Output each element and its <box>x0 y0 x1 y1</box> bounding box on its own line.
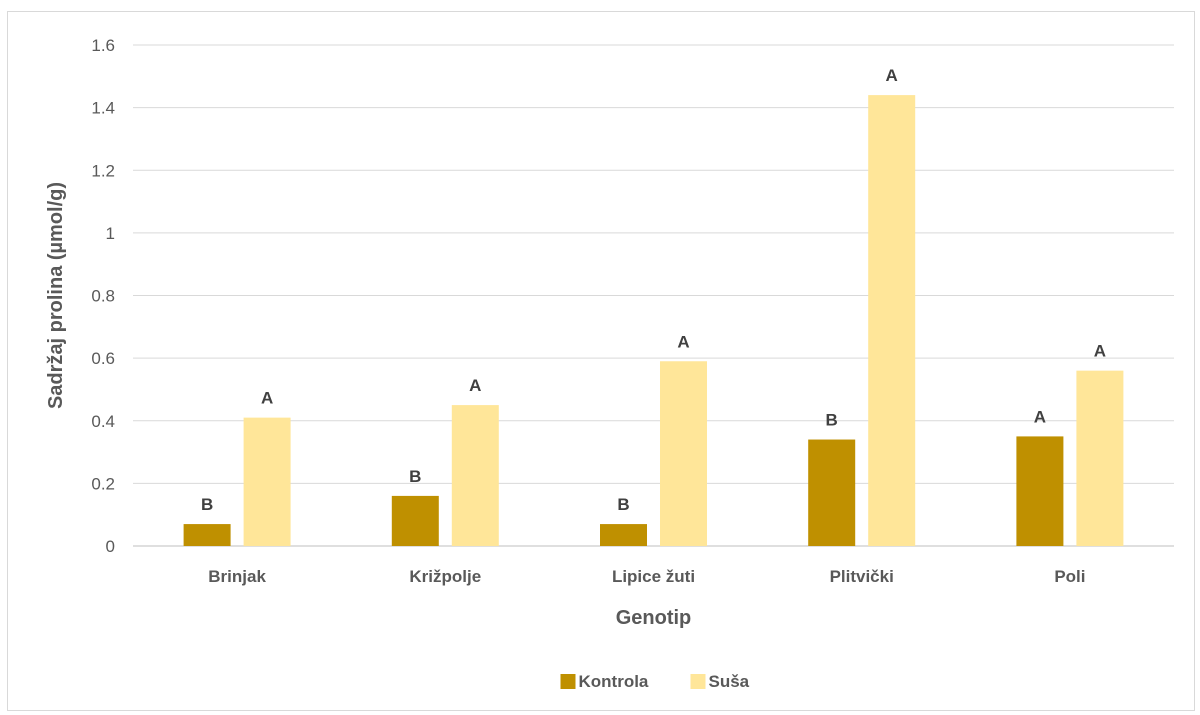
y-axis-title: Sadržaj prolina (µmol/g) <box>45 182 67 409</box>
bar-data-label: B <box>826 411 838 430</box>
bar-kontrola-0 <box>183 524 231 546</box>
x-axis-title: Genotip <box>616 607 692 629</box>
bar-susa-1 <box>451 405 499 546</box>
chart-frame: 0 0.2 0.4 0.6 0.8 1 1.2 1.4 1.6 B A B A B A B A A A Brinj… <box>7 11 1195 711</box>
legend-label: Suša <box>709 672 750 691</box>
bar-kontrola-3 <box>808 439 856 546</box>
x-category-label: Brinjak <box>208 567 266 586</box>
bar-susa-3 <box>868 95 916 546</box>
bar-kontrola-1 <box>391 495 439 546</box>
bars <box>183 95 1124 546</box>
bar-data-label: A <box>677 332 689 351</box>
y-tick-label: 1.4 <box>91 99 115 118</box>
y-tick-label: 1 <box>106 224 115 243</box>
x-category-label: Poli <box>1054 567 1085 586</box>
bar-kontrola-4 <box>1016 436 1064 546</box>
bar-data-label: B <box>409 467 421 486</box>
y-tick-label: 1.6 <box>91 36 115 55</box>
y-tick-label: 0.2 <box>91 474 115 493</box>
legend-item-kontrola: Kontrola <box>560 672 649 691</box>
bar-kontrola-2 <box>600 524 647 546</box>
bar-data-label: A <box>261 389 273 408</box>
data-labels: B A B A B A B A A A <box>201 66 1106 514</box>
y-tick-label: 0.4 <box>91 412 115 431</box>
y-tick-label: 0 <box>106 537 115 556</box>
bar-susa-4 <box>1076 370 1124 546</box>
legend-label: Kontrola <box>579 672 649 691</box>
y-axis-ticks: 0 0.2 0.4 0.6 0.8 1 1.2 1.4 1.6 <box>91 36 115 556</box>
legend-swatch <box>690 674 706 689</box>
bar-susa-0 <box>243 417 291 546</box>
y-tick-label: 0.8 <box>91 287 115 306</box>
y-tick-label: 0.6 <box>91 349 115 368</box>
bar-data-label: A <box>1094 342 1106 361</box>
bar-susa-2 <box>660 361 707 546</box>
bar-data-label: B <box>617 495 629 514</box>
x-axis-categories: Brinjak Križpolje Lipice žuti Plitvički Poli <box>208 567 1085 586</box>
legend-swatch <box>560 674 576 689</box>
bar-data-label: B <box>201 495 213 514</box>
legend: Kontrola Suša <box>560 672 750 691</box>
bar-data-label: A <box>469 376 481 395</box>
x-category-label: Lipice žuti <box>612 567 695 586</box>
x-category-label: Križpolje <box>409 567 481 586</box>
gridlines <box>133 44 1174 547</box>
bar-data-label: A <box>886 66 898 85</box>
bar-chart: 0 0.2 0.4 0.6 0.8 1 1.2 1.4 1.6 B A B A B A B A A A Brinj… <box>45 36 1174 691</box>
y-tick-label: 1.2 <box>91 161 115 180</box>
legend-item-susa: Suša <box>690 672 750 691</box>
bar-data-label: A <box>1034 407 1046 426</box>
x-category-label: Plitvički <box>830 567 894 586</box>
